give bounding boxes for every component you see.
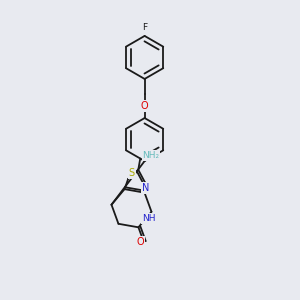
- Text: O: O: [141, 101, 148, 111]
- Text: S: S: [129, 168, 135, 178]
- Text: N: N: [142, 183, 149, 193]
- Text: F: F: [142, 23, 147, 32]
- Text: O: O: [136, 237, 144, 247]
- Text: NH₂: NH₂: [142, 151, 159, 160]
- Text: NH: NH: [142, 214, 155, 223]
